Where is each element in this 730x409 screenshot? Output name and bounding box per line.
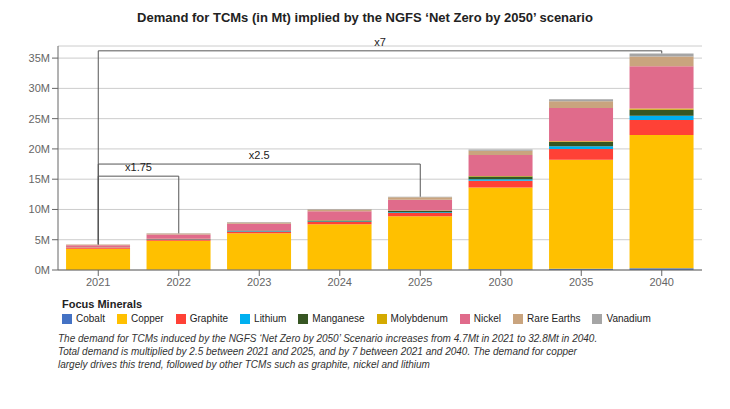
svg-text:2022: 2022 — [167, 276, 191, 288]
svg-text:15M: 15M — [29, 173, 50, 185]
html-text:Total demand is multiplied by: Total demand is multiplied by 2.5 betwee… — [58, 346, 577, 357]
svg-text:2040: 2040 — [650, 276, 674, 288]
html-text:largely drives this trend, fol: largely drives this trend, followed by o… — [58, 359, 430, 370]
svg-text:2021: 2021 — [86, 276, 110, 288]
html-text:The demand for TCMs induced by: The demand for TCMs induced by the NGFS … — [58, 333, 598, 344]
html-text:Molybdenum: Molybdenum — [390, 313, 448, 324]
html-text:Manganese: Manganese — [312, 313, 365, 324]
svg-text:35M: 35M — [29, 52, 50, 64]
svg-text:2023: 2023 — [247, 276, 271, 288]
svg-text:25M: 25M — [29, 113, 50, 125]
html-text:Vanadium: Vanadium — [606, 313, 651, 324]
html-text:Rare Earths: Rare Earths — [527, 313, 581, 324]
svg-text:2024: 2024 — [328, 276, 352, 288]
svg-text:2030: 2030 — [489, 276, 513, 288]
svg-text:30M: 30M — [29, 82, 50, 94]
svg-text:x7: x7 — [374, 36, 386, 48]
html-text:Lithium: Lithium — [254, 313, 287, 324]
html-text:Focus Minerals: Focus Minerals — [62, 298, 143, 310]
svg-text:0M: 0M — [35, 264, 50, 276]
html-text:Demand for TCMs (in Mt) implie: Demand for TCMs (in Mt) implied by the N… — [137, 10, 593, 25]
svg-text:10M: 10M — [29, 203, 50, 215]
html-text:Graphite: Graphite — [189, 313, 229, 324]
html-text:Nickel: Nickel — [473, 313, 502, 324]
svg-text:2025: 2025 — [408, 276, 432, 288]
svg-text:x1.75: x1.75 — [125, 161, 152, 173]
html-text:Copper: Copper — [130, 313, 164, 324]
svg-text:5M: 5M — [35, 234, 50, 246]
html-text:Cobalt: Cobalt — [76, 313, 105, 324]
svg-text:20M: 20M — [29, 143, 50, 155]
svg-text:2035: 2035 — [569, 276, 593, 288]
svg-text:x2.5: x2.5 — [249, 149, 270, 161]
